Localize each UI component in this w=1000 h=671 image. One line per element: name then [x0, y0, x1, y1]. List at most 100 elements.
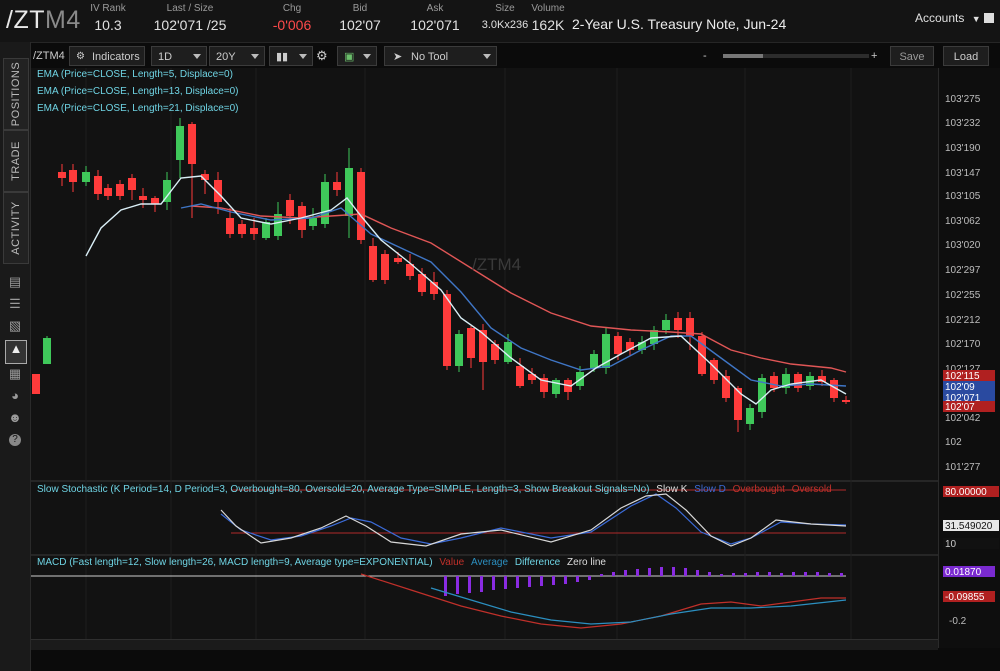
macd-histogram-bar [492, 576, 495, 590]
study-ema13[interactable]: EMA (Price=CLOSE, Length=13, Displace=0) [37, 86, 239, 97]
candle [746, 404, 754, 430]
candle [176, 118, 184, 178]
legend-average: Average [470, 557, 509, 568]
macd-histogram-bar [540, 576, 543, 586]
axis-svg: 103'275 103'232 103'190 103'147 103'105 103'0… [943, 94, 999, 627]
chart-style-select[interactable]: ▮▮ [269, 46, 313, 66]
candle [250, 218, 258, 240]
gear-icon[interactable]: ⚙ [316, 48, 328, 63]
sidebar: POSITIONS TRADE ACTIVITY ▤ ☰ ▧ ▲ ▦ ◕ ☻ ? [0, 42, 31, 671]
macd-histogram-bar [576, 576, 579, 582]
candle [516, 358, 524, 388]
macd-histogram-bar [828, 573, 831, 576]
macd-histogram-bar [720, 574, 723, 576]
candle-style-icon: ▮▮ [276, 51, 289, 63]
tool-select[interactable]: ➤ No Tool [384, 46, 497, 66]
tv-icon[interactable]: ▧ [8, 318, 22, 333]
macd-histogram-bar [636, 569, 639, 576]
candle [226, 208, 234, 238]
macd-tag [943, 566, 995, 577]
tab-activity[interactable]: ACTIVITY [3, 192, 29, 264]
macd-average-line [430, 587, 847, 625]
drawing-icon: ▣ [344, 51, 355, 63]
candle [564, 378, 572, 400]
price-tick: 102 [945, 437, 962, 448]
macd-histogram-bar [672, 567, 675, 576]
price-tag-text: 102'07 [945, 402, 975, 413]
price-tag-text: 102'071 [945, 393, 981, 404]
period-select[interactable]: 1D [151, 46, 207, 66]
list-icon[interactable]: ▤ [8, 274, 22, 289]
candle [94, 170, 102, 200]
macd-histogram-bar [708, 572, 711, 576]
candle [309, 208, 317, 230]
horizontal-scrollbar[interactable] [31, 639, 938, 650]
candle [274, 202, 282, 240]
people-icon[interactable]: ☻ [8, 410, 22, 425]
price-tick: 103'062 [945, 216, 981, 227]
chart-icon[interactable]: ▲ [5, 340, 27, 364]
candle [357, 168, 365, 244]
indicators-button[interactable]: ⚙ Indicators [69, 46, 145, 66]
help-icon[interactable]: ? [9, 434, 21, 446]
cursor-icon: ➤ [393, 51, 403, 63]
price-tick: 101'277 [945, 462, 981, 473]
macd-histogram-bar [564, 576, 567, 584]
symbol-title[interactable]: /ZTM4 [6, 6, 81, 34]
macd-histogram-bar [744, 573, 747, 576]
chart-watermark: /ZTM4 [472, 255, 522, 274]
chart-area[interactable]: 2024JAN 10JAN 22FEB 2FEB 20MAR 4MAR 18AP… [31, 68, 938, 650]
zoom-out-button[interactable]: - [703, 50, 707, 62]
macd-histogram-bar [480, 576, 483, 592]
price-tag [943, 392, 995, 403]
last-size: Last / Size 102'071 /25 [153, 3, 227, 33]
macd-histogram-bar [756, 572, 759, 576]
tab-trade[interactable]: TRADE [3, 130, 29, 192]
price-tick: 102'255 [945, 290, 981, 301]
stoch-tag-text: 10 [945, 539, 957, 550]
macd-histogram-bar [468, 576, 471, 593]
lines-icon[interactable]: ☰ [9, 296, 21, 311]
study-macd[interactable]: MACD (Fast length=12, Slow length=26, MA… [37, 557, 606, 568]
grid-icon[interactable]: ▦ [8, 366, 22, 381]
load-button[interactable]: Load [943, 46, 989, 66]
macd-histogram-bar [600, 574, 603, 576]
candle [381, 250, 389, 284]
price-tag [943, 381, 995, 392]
candle [163, 172, 171, 210]
price-axis: 103'275 103'232 103'190 103'147 103'105 103'0… [938, 68, 1000, 648]
accounts-menu[interactable]: Accounts ▼ [915, 11, 981, 25]
legend-slow-k: Slow K [656, 484, 688, 495]
candle [722, 370, 730, 402]
candle [116, 180, 124, 200]
study-ema21[interactable]: EMA (Price=CLOSE, Length=21, Displace=0) [37, 103, 239, 114]
price-tick: 102'127 [945, 364, 981, 375]
study-ema5[interactable]: EMA (Price=CLOSE, Length=5, Displace=0) [37, 69, 233, 80]
study-stoch[interactable]: Slow Stochastic (K Period=14, D Period=3… [37, 484, 832, 495]
range-select[interactable]: 20Y [209, 46, 265, 66]
quote-bar: /ZTM4 IV Rank 10.3 Last / Size 102'071 /25… [0, 0, 1000, 43]
change: Chg -0'006 [272, 3, 312, 33]
macd-histogram-bar [792, 572, 795, 576]
speedometer-icon[interactable]: ◕ [11, 388, 19, 403]
tab-positions[interactable]: POSITIONS [3, 58, 29, 130]
indicators-icon: ⚙ [76, 51, 85, 62]
price-tick: 103'232 [945, 118, 981, 129]
price-tag [943, 401, 995, 412]
zoom-slider-thumb[interactable] [723, 54, 763, 58]
macd-histogram-bar [624, 570, 627, 576]
instrument-description: 2-Year U.S. Treasury Note, Jun-24 [572, 16, 787, 32]
candle [406, 254, 414, 280]
macd-histogram-bar [732, 573, 735, 576]
zoom-in-button[interactable]: + [871, 50, 878, 62]
macd-histogram-bar [768, 572, 771, 576]
drawing-select[interactable]: ▣ [337, 46, 377, 66]
chart-symbol[interactable]: /ZTM4 [33, 50, 65, 62]
candle [734, 386, 742, 432]
expand-icon[interactable] [984, 13, 994, 23]
price-tick: 102'170 [945, 339, 981, 350]
zoom-slider[interactable] [723, 54, 869, 58]
macd-histogram-bar [504, 576, 507, 589]
save-button[interactable]: Save [890, 46, 934, 66]
macd-tag-text: -0.09855 [945, 592, 985, 603]
